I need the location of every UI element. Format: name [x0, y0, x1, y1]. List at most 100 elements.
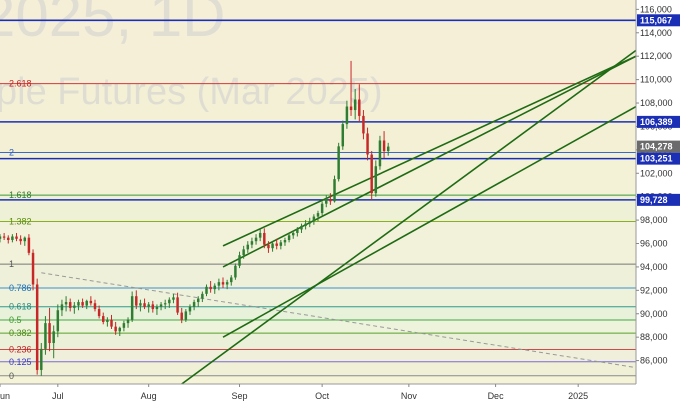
- fib-zone: [0, 306, 636, 320]
- candle-body: [77, 302, 80, 306]
- fib-zone: [0, 333, 636, 350]
- candle-body: [73, 305, 76, 308]
- price-tick-label: 94,000: [640, 262, 668, 272]
- fib-label-0-786: 0.786: [9, 283, 32, 293]
- channel-line-1: [181, 49, 637, 385]
- candle-body: [279, 242, 283, 246]
- level-tag-106389-text: 106,389: [640, 117, 673, 127]
- candle-body: [85, 300, 88, 306]
- candle-body: [213, 285, 216, 290]
- dashed-trendline: [41, 272, 637, 369]
- level-tag-103251-bg: [637, 152, 680, 165]
- level-tag-99728-text: 99,728: [640, 195, 668, 205]
- fib-zone: [0, 152, 636, 196]
- level-tag-103251: 103,251: [637, 152, 680, 165]
- time-tick-label: Sep: [232, 391, 248, 401]
- fib-label-0-5: 0.5: [9, 315, 22, 325]
- candle-body: [35, 284, 39, 370]
- candle-body: [283, 240, 287, 243]
- candle-body: [147, 304, 150, 307]
- candle-body: [143, 303, 146, 307]
- candle-body: [234, 265, 237, 278]
- fib-zone: [0, 349, 636, 362]
- candle-body: [23, 237, 27, 242]
- candle-body: [15, 236, 18, 239]
- level-tag-115067-text: 115,067: [640, 15, 672, 25]
- candle-body: [19, 238, 22, 242]
- candle-body: [221, 282, 225, 285]
- candle-body: [151, 304, 155, 310]
- level-tag-115067-bg: [637, 14, 680, 27]
- watermark-line1: 2025, 1D: [0, 0, 226, 49]
- candle-body: [56, 310, 60, 332]
- level-tag-99728-bg: [637, 193, 680, 206]
- fib-label-1-618: 1.618: [9, 190, 32, 200]
- candle-body: [246, 244, 250, 250]
- candle-body: [102, 316, 105, 322]
- candle-body: [374, 166, 378, 194]
- candle-body: [254, 237, 258, 242]
- candle-body: [386, 146, 390, 152]
- last-price-tag-text: 104,278: [640, 142, 673, 152]
- price-tick-label: 86,000: [640, 356, 668, 366]
- candle-body: [291, 232, 295, 236]
- time-tick-label: un: [0, 391, 10, 401]
- candle-body: [31, 252, 35, 285]
- candle-body: [316, 213, 320, 217]
- candle-body: [362, 115, 365, 134]
- candle-body: [188, 306, 192, 312]
- candle-body: [308, 221, 311, 224]
- candle-body: [304, 223, 307, 226]
- candle-body: [40, 348, 43, 370]
- price-tick-label: 110,000: [640, 75, 672, 85]
- candle-body: [341, 124, 345, 147]
- price-tick-label: 102,000: [640, 168, 673, 178]
- candle-body: [238, 255, 241, 266]
- candle-body: [370, 154, 373, 194]
- fib-label-1-382: 1.382: [9, 217, 32, 227]
- candle-body: [230, 277, 233, 283]
- candle-body: [196, 298, 200, 303]
- candle-body: [52, 331, 55, 344]
- candle-body: [345, 106, 349, 125]
- price-tick-label: 108,000: [640, 98, 673, 108]
- watermark-line2: ple Futures (Mar 2025): [0, 71, 383, 113]
- fib-label-0-236: 0.236: [9, 344, 32, 354]
- candle-body: [122, 323, 126, 328]
- candle-body: [358, 99, 361, 116]
- candle-body: [139, 303, 142, 306]
- candle-body: [0, 236, 2, 239]
- fib-label-1: 1: [9, 259, 14, 269]
- candle-body: [168, 299, 171, 304]
- fib-zone: [0, 83, 636, 153]
- candle-body: [81, 302, 84, 306]
- candle-body: [378, 140, 382, 167]
- fib-zone: [0, 361, 636, 376]
- price-tick-label: 114,000: [640, 28, 672, 38]
- candle-body: [325, 199, 328, 204]
- fib-label-2-618: 2.618: [9, 79, 32, 89]
- fib-zone: [0, 0, 636, 84]
- candle-body: [172, 297, 175, 300]
- candle-body: [97, 309, 101, 317]
- price-tick-label: 112,000: [640, 51, 672, 61]
- last-price-tag-bg: [637, 140, 680, 153]
- candle-body: [126, 319, 130, 324]
- price-tick-label: 96,000: [640, 239, 668, 249]
- candle-body: [275, 243, 278, 246]
- candle-body: [333, 179, 336, 202]
- price-tick-label: 116,000: [640, 4, 672, 14]
- candle-body: [64, 302, 68, 305]
- candle-body: [27, 237, 31, 253]
- candle-body: [312, 216, 316, 222]
- time-tick-label: Jul: [52, 391, 64, 401]
- candle-body: [106, 319, 109, 322]
- candle-body: [296, 229, 299, 233]
- level-tag-106389: 106,389: [637, 115, 680, 128]
- candle-body: [114, 326, 117, 332]
- channel-line-4: [222, 55, 637, 247]
- candle-body: [258, 232, 262, 238]
- candle-body: [89, 300, 93, 304]
